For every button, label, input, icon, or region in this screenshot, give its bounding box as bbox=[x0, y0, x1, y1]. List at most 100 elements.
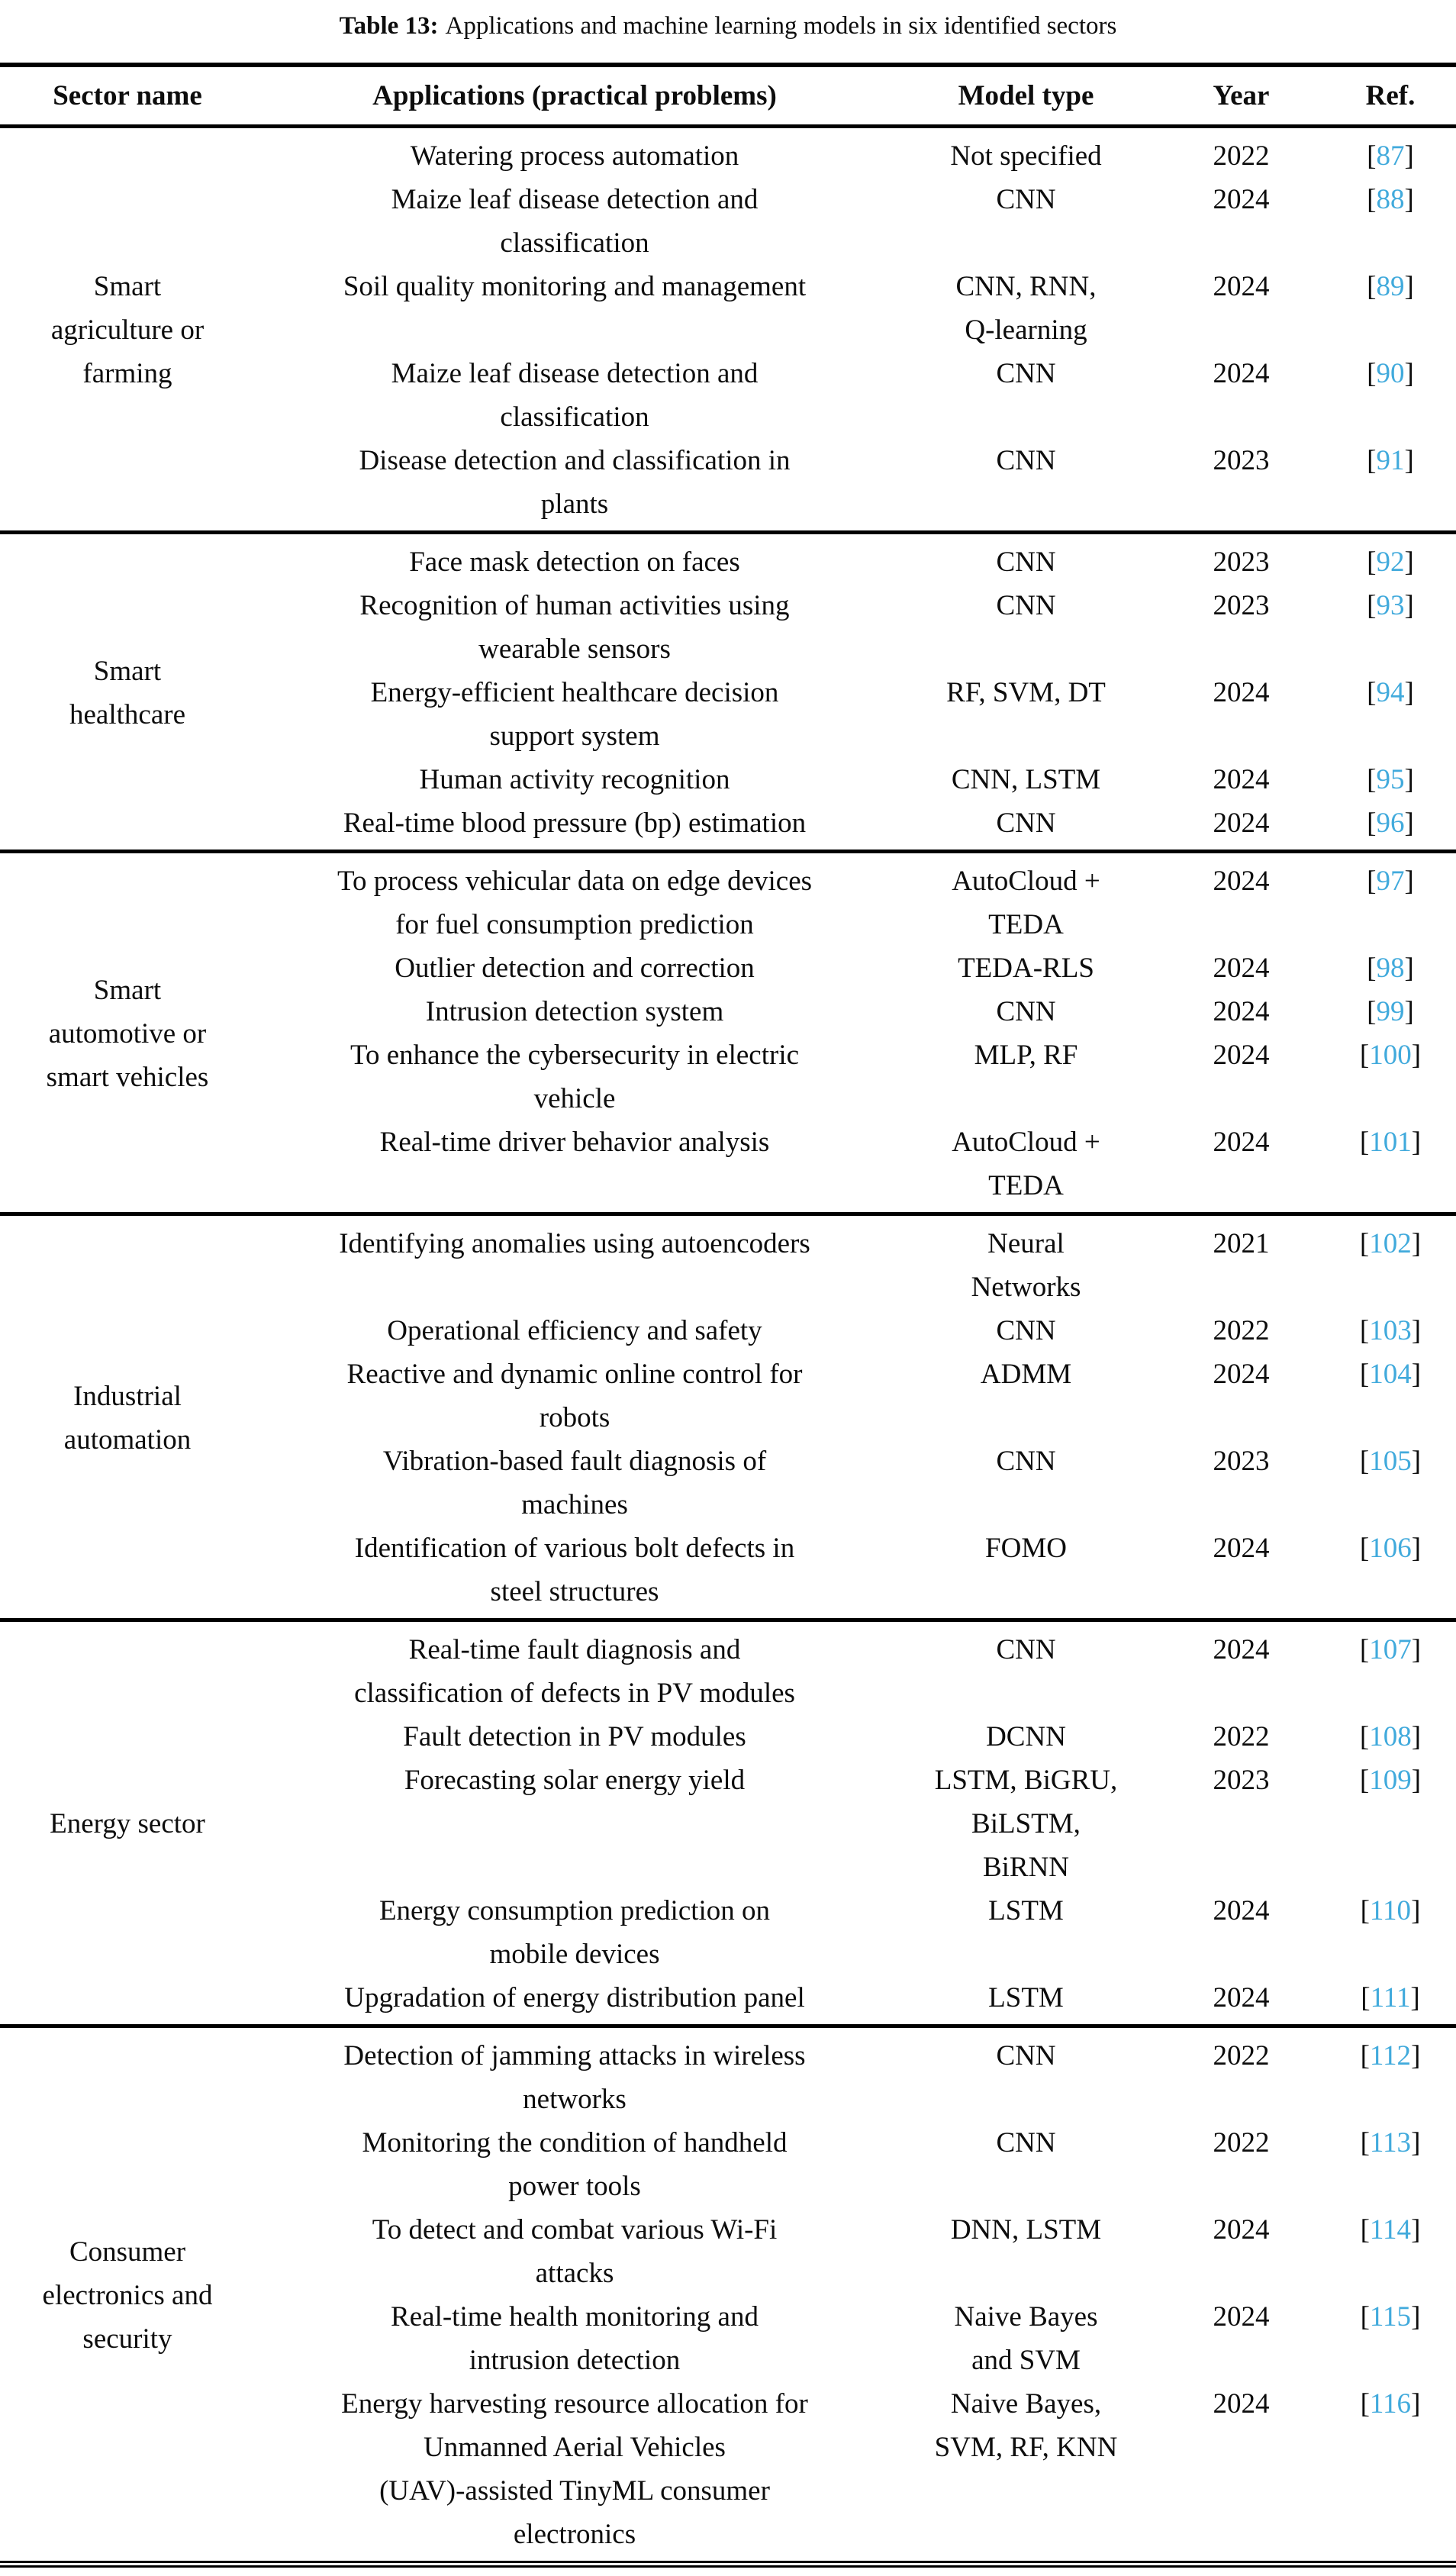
citation-ref-link[interactable]: [87] bbox=[1367, 140, 1414, 172]
citation-ref-link[interactable]: [99] bbox=[1367, 996, 1414, 1027]
ref-open-bracket: [ bbox=[1367, 546, 1377, 578]
application-cell: To detect and combat various Wi-Fi attac… bbox=[372, 2214, 778, 2289]
ref-number: 112 bbox=[1369, 2040, 1412, 2071]
citation-ref-link[interactable]: [106] bbox=[1360, 1533, 1421, 1564]
citation-ref-link[interactable]: [116] bbox=[1361, 2388, 1421, 2420]
table-body: Smart agriculture or farming Watering pro… bbox=[0, 128, 1456, 2561]
year-cell: 2022 bbox=[1213, 2127, 1270, 2158]
sector-section: Smart agriculture or farming Watering pro… bbox=[0, 128, 1456, 534]
sector-name-cell: Consumer electronics and security bbox=[42, 2236, 213, 2355]
ref-number: 87 bbox=[1376, 140, 1405, 172]
sector-rows: Detection of jamming attacks in wireless… bbox=[255, 2034, 1456, 2556]
sector-section: Energy sector Real-time fault diagnosis a… bbox=[0, 1622, 1456, 2028]
ref-open-bracket: [ bbox=[1359, 1446, 1370, 1477]
model-type-cell: CNN, RNN, Q-learning bbox=[955, 271, 1097, 346]
citation-ref-link[interactable]: [105] bbox=[1360, 1446, 1421, 1477]
model-type-cell: CNN bbox=[996, 1446, 1056, 1477]
column-header-year: Year bbox=[1213, 80, 1270, 111]
year-cell: 2024 bbox=[1213, 1359, 1270, 1390]
ref-open-bracket: [ bbox=[1367, 866, 1377, 897]
ref-open-bracket: [ bbox=[1360, 2040, 1370, 2071]
citation-ref-link[interactable]: [102] bbox=[1360, 1228, 1421, 1259]
application-cell: Intrusion detection system bbox=[425, 996, 724, 1027]
citation-ref-link[interactable]: [103] bbox=[1360, 1315, 1421, 1346]
ref-cell: [110] bbox=[1325, 1889, 1456, 1933]
citation-ref-link[interactable]: [92] bbox=[1367, 546, 1414, 578]
model-type-cell: ADMM bbox=[980, 1359, 1072, 1390]
application-cell: Outlier detection and correction bbox=[395, 953, 755, 984]
citation-ref-link[interactable]: [114] bbox=[1361, 2214, 1421, 2246]
table-row: To process vehicular data on edge device… bbox=[255, 859, 1456, 946]
model-type-cell: LSTM bbox=[988, 1895, 1064, 1926]
ref-number: 93 bbox=[1376, 590, 1405, 621]
table-row: Recognition of human activities using we… bbox=[255, 584, 1456, 671]
ref-number: 96 bbox=[1376, 808, 1405, 839]
year-cell: 2024 bbox=[1213, 1040, 1270, 1071]
citation-ref-link[interactable]: [96] bbox=[1367, 808, 1414, 839]
ref-cell: [99] bbox=[1325, 990, 1456, 1033]
year-cell: 2024 bbox=[1213, 996, 1270, 1027]
citation-ref-link[interactable]: [90] bbox=[1367, 358, 1414, 389]
citation-ref-link[interactable]: [109] bbox=[1360, 1765, 1421, 1796]
model-type-cell: CNN bbox=[996, 445, 1056, 476]
year-cell: 2024 bbox=[1213, 184, 1270, 215]
year-cell: 2024 bbox=[1213, 2388, 1270, 2420]
citation-ref-link[interactable]: [107] bbox=[1360, 1634, 1421, 1665]
application-cell: Detection of jamming attacks in wireless… bbox=[343, 2040, 806, 2115]
model-type-cell: CNN bbox=[996, 358, 1056, 389]
ref-close-bracket: ] bbox=[1411, 1446, 1422, 1477]
citation-ref-link[interactable]: [104] bbox=[1360, 1359, 1421, 1390]
table-row: Operational efficiency and safety CNN 2022… bbox=[255, 1309, 1456, 1352]
citation-ref-link[interactable]: [100] bbox=[1360, 1040, 1421, 1071]
application-cell: Face mask detection on faces bbox=[409, 546, 740, 578]
model-type-cell: CNN bbox=[996, 590, 1056, 621]
sector-name-cell: Smart healthcare bbox=[69, 655, 185, 730]
table-header-row: Sector name Applications (practical prob… bbox=[0, 67, 1456, 128]
citation-ref-link[interactable]: [108] bbox=[1360, 1721, 1421, 1752]
citation-ref-link[interactable]: [88] bbox=[1367, 184, 1414, 215]
application-cell: Identifying anomalies using autoencoders bbox=[339, 1228, 810, 1259]
citation-ref-link[interactable]: [94] bbox=[1367, 677, 1414, 708]
citation-ref-link[interactable]: [95] bbox=[1367, 764, 1414, 795]
column-header-ref: Ref. bbox=[1365, 80, 1416, 111]
application-cell: Energy-efficient healthcare decision sup… bbox=[370, 677, 779, 752]
ref-cell: [92] bbox=[1325, 540, 1456, 584]
application-cell: To process vehicular data on edge device… bbox=[337, 866, 813, 940]
ref-cell: [103] bbox=[1325, 1309, 1456, 1352]
ref-number: 116 bbox=[1369, 2388, 1412, 2420]
ref-close-bracket: ] bbox=[1411, 1127, 1422, 1158]
table-row: Energy harvesting resource allocation fo… bbox=[255, 2382, 1456, 2556]
year-cell: 2023 bbox=[1213, 590, 1270, 621]
citation-ref-link[interactable]: [111] bbox=[1361, 1982, 1419, 2013]
application-cell: Fault detection in PV modules bbox=[403, 1721, 746, 1752]
year-cell: 2024 bbox=[1213, 866, 1270, 897]
ref-cell: [111] bbox=[1325, 1976, 1456, 2020]
citation-ref-link[interactable]: [97] bbox=[1367, 866, 1414, 897]
citation-ref-link[interactable]: [112] bbox=[1361, 2040, 1421, 2071]
citation-ref-link[interactable]: [89] bbox=[1367, 271, 1414, 302]
application-cell: Vibration-based fault diagnosis of machi… bbox=[382, 1446, 767, 1520]
table-row: Monitoring the condition of handheld pow… bbox=[255, 2121, 1456, 2208]
table-caption-text: Applications and machine learning models… bbox=[445, 12, 1117, 40]
table-row: Identifying anomalies using autoencoders… bbox=[255, 1222, 1456, 1309]
citation-ref-link[interactable]: [101] bbox=[1360, 1127, 1421, 1158]
citation-ref-link[interactable]: [115] bbox=[1361, 2301, 1421, 2333]
ref-close-bracket: ] bbox=[1411, 1228, 1422, 1259]
ref-close-bracket: ] bbox=[1404, 953, 1414, 984]
citation-ref-link[interactable]: [110] bbox=[1361, 1895, 1421, 1926]
ref-cell: [106] bbox=[1325, 1527, 1456, 1570]
table-row: Outlier detection and correction TEDA-RLS… bbox=[255, 946, 1456, 990]
application-cell: Monitoring the condition of handheld pow… bbox=[362, 2127, 788, 2202]
ref-number: 110 bbox=[1369, 1895, 1412, 1926]
application-cell: Maize leaf disease detection and classif… bbox=[391, 184, 759, 259]
citation-ref-link[interactable]: [91] bbox=[1367, 445, 1414, 476]
citation-ref-link[interactable]: [98] bbox=[1367, 953, 1414, 984]
table-row: To enhance the cybersecurity in electric… bbox=[255, 1033, 1456, 1120]
ref-open-bracket: [ bbox=[1360, 2214, 1370, 2246]
ref-close-bracket: ] bbox=[1411, 1721, 1422, 1752]
citation-ref-link[interactable]: [93] bbox=[1367, 590, 1414, 621]
year-cell: 2024 bbox=[1213, 953, 1270, 984]
ref-open-bracket: [ bbox=[1359, 1721, 1370, 1752]
application-cell: Disease detection and classification in … bbox=[359, 445, 791, 520]
citation-ref-link[interactable]: [113] bbox=[1361, 2127, 1421, 2158]
